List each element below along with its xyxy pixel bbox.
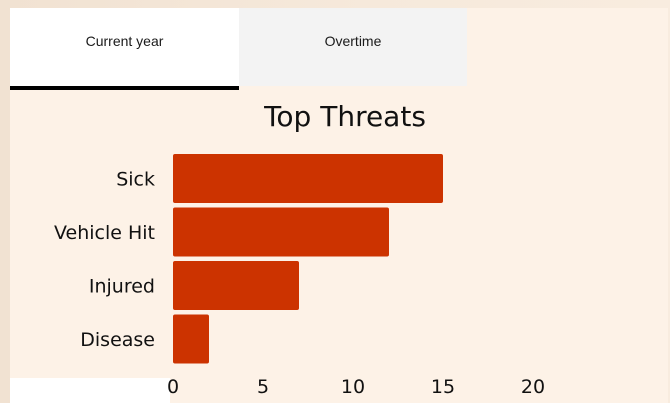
bar-injured — [173, 261, 299, 310]
category-label-sick: Sick — [116, 169, 155, 191]
category-label-vehicle-hit: Vehicle Hit — [54, 222, 155, 244]
category-labels-layer: Sick Vehicle Hit Injured Disease — [54, 169, 155, 352]
bars-layer — [173, 154, 443, 364]
bar-disease — [173, 314, 209, 364]
x-tick-label-15: 15 — [431, 376, 455, 398]
tab-current-year-label: Current year — [85, 33, 164, 49]
tab-bar: Current year Overtime — [10, 8, 467, 90]
tab-overtime-label: Overtime — [324, 33, 382, 49]
tab-overtime[interactable]: Overtime — [239, 8, 467, 86]
footer-strip — [10, 378, 170, 403]
chart-title: Top Threats — [263, 100, 426, 133]
x-tick-label-20: 20 — [521, 376, 545, 398]
x-tick-label-0: 0 — [167, 376, 179, 398]
tab-current-year[interactable]: Current year — [10, 8, 239, 90]
bar-vehicle-hit — [173, 207, 389, 257]
x-tick-label-10: 10 — [341, 376, 365, 398]
x-axis-ticks-layer: 0 5 10 15 20 — [167, 376, 545, 398]
category-label-disease: Disease — [80, 329, 155, 351]
category-label-injured: Injured — [89, 276, 155, 298]
bar-sick — [173, 154, 443, 203]
x-tick-label-5: 5 — [257, 376, 269, 398]
